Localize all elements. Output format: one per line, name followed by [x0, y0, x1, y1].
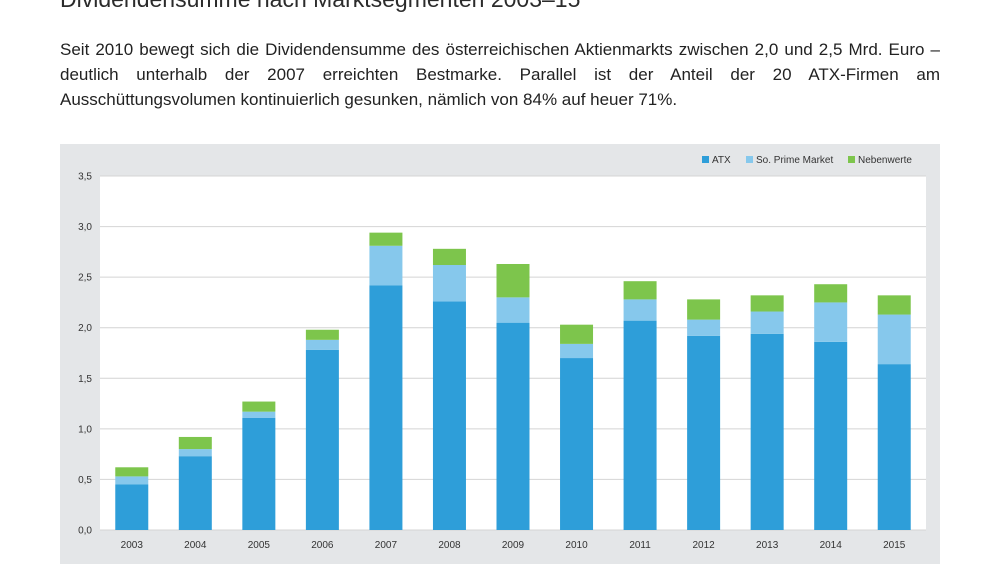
bar-nebenwerte-2004 [178, 436, 212, 450]
x-tick-label: 2011 [629, 540, 651, 551]
y-tick-label: 3,0 [78, 222, 92, 233]
bar-atx-2011 [623, 320, 657, 530]
bar-so-prime-market-2006 [305, 339, 339, 350]
bar-nebenwerte-2005 [242, 401, 276, 412]
legend-label: So. Prime Market [756, 155, 833, 166]
stacked-bar-chart: 0,0 0,5 1,0 1,5 2,0 2,5 3,0 3,5 2003 2004 2005 2006… [78, 155, 926, 551]
bar-so-prime-market-2007 [369, 245, 403, 286]
x-tick-label: 2014 [820, 540, 843, 551]
legend-label: Nebenwerte [858, 155, 912, 166]
x-tick-label: 2007 [375, 540, 398, 551]
bar-nebenwerte-2009 [496, 263, 530, 298]
bar-atx-2009 [496, 322, 530, 530]
bar-atx-2008 [432, 301, 466, 530]
bar-nebenwerte-2003 [115, 467, 149, 477]
bar-nebenwerte-2013 [750, 295, 784, 312]
bar-atx-2015 [877, 364, 911, 530]
bar-so-prime-market-2012 [687, 319, 721, 336]
bar-atx-2004 [178, 456, 212, 530]
bar-nebenwerte-2014 [814, 284, 848, 303]
y-tick-label: 1,0 [78, 424, 92, 435]
chart-panel: 0,0 0,5 1,0 1,5 2,0 2,5 3,0 3,5 2003 2004 2005 2006… [60, 144, 940, 564]
bar-atx-2003 [115, 484, 149, 530]
x-tick-label: 2008 [438, 540, 461, 551]
bar-atx-2013 [750, 333, 784, 530]
x-tick-label: 2013 [756, 540, 779, 551]
legend-swatch [746, 156, 753, 163]
bar-atx-2006 [305, 349, 339, 530]
y-tick-label: 2,5 [78, 273, 92, 284]
x-tick-label: 2004 [184, 540, 207, 551]
y-tick-label: 0,5 [78, 475, 92, 486]
bar-nebenwerte-2015 [877, 295, 911, 315]
bar-nebenwerte-2011 [623, 281, 657, 300]
bar-so-prime-market-2014 [814, 302, 848, 342]
x-tick-label: 2009 [502, 540, 525, 551]
bar-nebenwerte-2006 [305, 329, 339, 340]
bar-nebenwerte-2007 [369, 232, 403, 246]
legend-swatch [702, 156, 709, 163]
bar-so-prime-market-2011 [623, 299, 657, 321]
bar-so-prime-market-2008 [432, 265, 466, 302]
x-tick-label: 2015 [883, 540, 906, 551]
bar-nebenwerte-2012 [687, 299, 721, 320]
bar-nebenwerte-2010 [560, 324, 594, 344]
bar-atx-2005 [242, 417, 276, 530]
legend-swatch [848, 156, 855, 163]
bar-nebenwerte-2008 [432, 248, 466, 266]
bar-so-prime-market-2015 [877, 314, 911, 365]
bar-so-prime-market-2004 [178, 449, 212, 457]
x-tick-label: 2010 [565, 540, 588, 551]
bar-so-prime-market-2013 [750, 311, 784, 334]
bar-so-prime-market-2003 [115, 476, 149, 485]
x-tick-label: 2006 [311, 540, 334, 551]
x-tick-label: 2012 [692, 540, 715, 551]
y-tick-label: 3,5 [78, 172, 92, 183]
y-tick-label: 0,0 [78, 526, 92, 537]
x-tick-label: 2003 [121, 540, 144, 551]
bar-atx-2010 [560, 358, 594, 530]
bar-atx-2014 [814, 341, 848, 530]
y-tick-label: 1,5 [78, 374, 92, 385]
bar-so-prime-market-2009 [496, 297, 530, 323]
intro-paragraph: Seit 2010 bewegt sich die Dividendensumm… [60, 40, 940, 109]
bar-so-prime-market-2005 [242, 411, 276, 418]
bar-atx-2012 [687, 335, 721, 530]
page-heading: Dividendensumme nach Marktsegmenten 2003… [60, 0, 580, 13]
bar-atx-2007 [369, 285, 403, 530]
x-tick-label: 2005 [248, 540, 271, 551]
legend-label: ATX [712, 155, 731, 166]
bar-so-prime-market-2010 [560, 343, 594, 359]
y-tick-label: 2,0 [78, 323, 92, 334]
